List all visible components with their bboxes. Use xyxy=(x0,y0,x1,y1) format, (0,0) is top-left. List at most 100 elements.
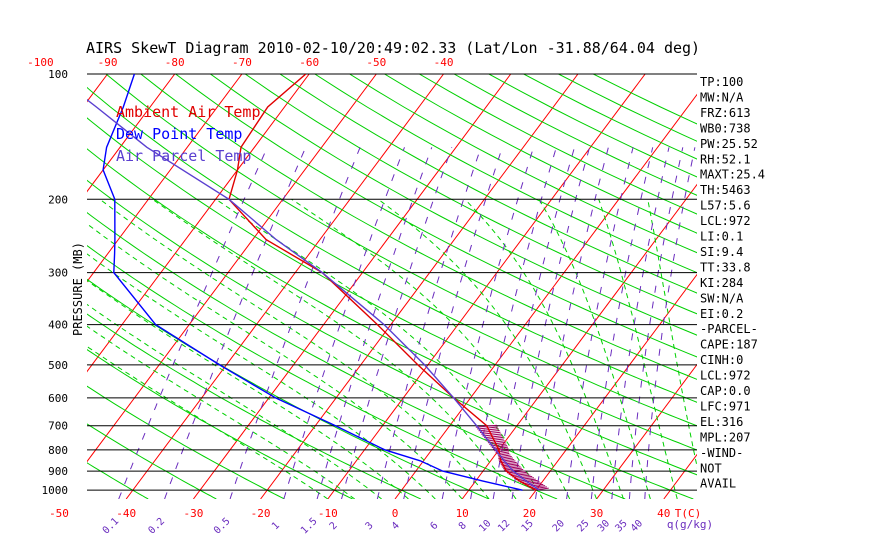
index-value: CAP:0.0 xyxy=(700,384,751,398)
mixing-ratio-line xyxy=(283,147,405,499)
bottom-temp-tick-label: -30 xyxy=(183,507,203,520)
index-value: WB0:738 xyxy=(700,121,751,135)
mixing-ratio-tick-label: 2 xyxy=(328,520,340,532)
mixing-ratio-line xyxy=(118,147,268,499)
dry-adiabat-line xyxy=(488,74,697,178)
dry-adiabat-line xyxy=(87,244,558,499)
dry-adiabat-line xyxy=(279,74,697,294)
moist-adiabat-line xyxy=(99,198,490,499)
mixing-ratio-tick-label: 1.5 xyxy=(299,516,320,537)
cape-hatch-line xyxy=(500,461,517,465)
bottom-temp-tick-label: 30 xyxy=(590,507,603,520)
cape-hatch-line xyxy=(483,435,503,439)
mixing-ratio-tick-label: 8 xyxy=(457,520,469,532)
chart-title: AIRS SkewT Diagram 2010-02-10/20:49:02.3… xyxy=(86,39,700,57)
dry-adiabat-line xyxy=(87,212,626,499)
index-value: CINH:0 xyxy=(700,353,743,367)
index-value: LFC:971 xyxy=(700,399,751,413)
moist-adiabat-line xyxy=(152,198,517,499)
moist-adiabat-line xyxy=(87,223,463,499)
bottom-temp-tick-label: -50 xyxy=(49,507,69,520)
isotherm-line xyxy=(394,93,697,499)
mixing-ratio-tick-label: 20 xyxy=(551,518,567,534)
index-value: NOT xyxy=(700,461,722,475)
mixing-ratio-tick-label: 6 xyxy=(428,520,440,532)
dry-adiabat-line xyxy=(87,117,697,451)
top-temp-tick-label: -80 xyxy=(165,56,185,69)
moist-adiabat-line xyxy=(291,198,571,499)
cape-hatch-line xyxy=(501,463,519,467)
mixing-ratio-tick-label: 12 xyxy=(496,518,512,534)
dry-adiabat-line xyxy=(87,349,353,499)
cape-hatch-line xyxy=(508,471,527,475)
isotherm-line xyxy=(0,74,40,499)
cape-hatch-line xyxy=(512,474,531,478)
dry-adiabat-line xyxy=(453,74,697,196)
dry-adiabat-line xyxy=(175,74,697,358)
cape-hatch-line xyxy=(503,467,522,471)
bottom-temp-tick-label: 10 xyxy=(456,507,469,520)
pressure-tick-label: 500 xyxy=(48,359,68,372)
cape-hatch-line xyxy=(517,478,536,482)
dry-adiabat-line xyxy=(105,74,697,403)
y-axis-label: PRESSURE (MB) xyxy=(71,242,85,336)
isotherm-line xyxy=(596,363,697,499)
bottom-temp-tick-label: 0 xyxy=(392,507,399,520)
isotherm-line xyxy=(528,273,697,499)
dry-adiabat-line xyxy=(87,462,149,499)
dry-adiabat-line xyxy=(210,74,697,336)
cape-hatch-line xyxy=(533,487,549,491)
index-value: FRZ:613 xyxy=(700,106,751,120)
index-value: MAXT:25.4 xyxy=(700,168,765,182)
moist-adiabat-line xyxy=(377,198,598,499)
pressure-tick-label: 600 xyxy=(48,392,68,405)
pressure-tick-label: 100 xyxy=(48,68,68,81)
cape-hatch-line xyxy=(485,436,504,440)
isotherm-line xyxy=(87,74,243,283)
bottom-temp-tick-label: -20 xyxy=(251,507,271,520)
isotherm-line xyxy=(798,74,870,499)
isotherm-line xyxy=(87,74,310,373)
moist-adiabat-line xyxy=(598,199,678,499)
dry-adiabat-line xyxy=(87,179,694,499)
index-value: KI:284 xyxy=(700,276,743,290)
cape-hatch-line xyxy=(506,470,526,474)
mixing-ratio-tick-label: 1 xyxy=(270,520,282,532)
cape-hatch-line xyxy=(487,440,505,444)
isotherm-line xyxy=(461,183,697,499)
top-temp-tick-label: -60 xyxy=(299,56,319,69)
pressure-tick-label: 400 xyxy=(48,319,68,332)
index-value: MW:N/A xyxy=(700,90,744,104)
pressure-tick-label: 700 xyxy=(48,420,68,433)
cape-hatch-line xyxy=(486,438,504,442)
index-value: L57:5.6 xyxy=(700,199,751,213)
legend-entry: Air Parcel Temp xyxy=(116,147,251,165)
legend-entry: Ambient Air Temp xyxy=(116,103,261,121)
moist-adiabat-line xyxy=(87,325,355,499)
index-value: CAPE:187 xyxy=(700,338,758,352)
mixing-ratio-tick-label: 25 xyxy=(575,518,591,534)
mixing-ratio-tick-label: 0.5 xyxy=(212,516,233,537)
isobar-lines xyxy=(87,73,697,491)
moist-adiabat-line xyxy=(215,198,544,499)
pressure-tick-label: 200 xyxy=(48,193,68,206)
cape-hatch-line xyxy=(490,443,507,447)
index-value: -WIND- xyxy=(700,446,743,460)
pressure-tick-label: 900 xyxy=(48,465,68,478)
series-line-dew-point-temp xyxy=(102,74,523,491)
moist-adiabat-line xyxy=(87,345,329,499)
dry-adiabat-line xyxy=(244,74,697,315)
cape-hatch-line xyxy=(504,469,524,473)
bottom-temp-tick-label: 40 xyxy=(657,507,670,520)
isotherm-line xyxy=(663,453,697,499)
index-value: SI:9.4 xyxy=(700,245,743,259)
mixing-ratio-tick-label: 30 xyxy=(596,518,612,534)
mixing-ratio-tick-label: 3 xyxy=(364,520,376,532)
index-value: LCL:972 xyxy=(700,369,751,383)
index-value: TT:33.8 xyxy=(700,260,751,274)
index-value: -PARCEL- xyxy=(700,322,758,336)
mixing-ratio-tick-label: 10 xyxy=(477,518,493,534)
mixing-ratio-tick-label: 0.2 xyxy=(147,516,168,537)
index-value: MPL:207 xyxy=(700,430,751,444)
isotherm-line xyxy=(125,74,444,499)
